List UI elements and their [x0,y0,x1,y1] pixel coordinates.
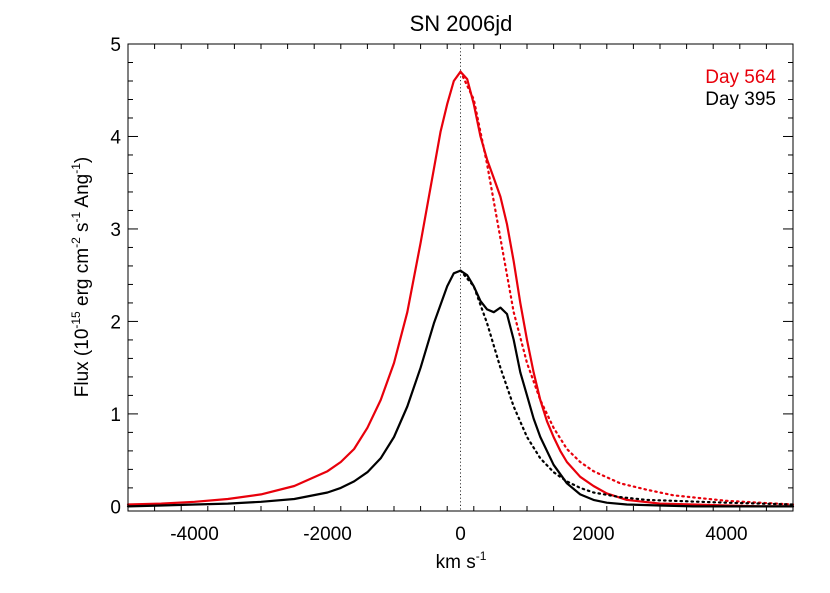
y-axis-label-exponent: -1 [69,211,83,222]
legend-entry: Day 395 [705,89,776,110]
y-axis-label-text: s [72,222,93,237]
y-axis-label-text: ) [72,157,93,163]
chart-title: SN 2006jd [410,11,513,36]
x-tick-label: 4000 [705,524,747,545]
y-axis-label: Flux (10-15 erg cm-2 s-1 Ang-1) [69,157,93,398]
x-tick-label: -4000 [170,524,219,545]
y-tick-label: 0 [110,497,121,518]
y-axis-label-text: Ang [72,174,93,212]
legend-entry: Day 564 [705,67,776,88]
x-tick-label: 0 [455,524,466,545]
series-line-day-564 [126,70,795,508]
y-tick-label: 3 [110,220,121,241]
y-axis-label-text: erg cm [72,248,93,311]
y-tick-label: 1 [110,405,121,426]
x-axis-label: km s-1 [436,549,487,573]
y-tick-label: 5 [110,35,121,56]
plot-area [126,44,795,511]
x-tick-label: -2000 [303,524,352,545]
x-axis-label-exponent: -1 [476,549,487,563]
y-axis-label-exponent: -1 [69,163,83,174]
series-line-day-395-symmetric-profile [459,269,795,506]
y-axis-label-exponent: -2 [69,237,83,248]
series-line-day-395 [126,269,795,508]
y-axis-label-exponent: -15 [69,311,83,329]
y-axis: 0 1 2 3 4 5 [110,35,793,518]
x-axis: -4000 -2000 0 2000 4000 [127,44,794,545]
x-tick-label: 2000 [572,524,614,545]
x-axis-label-base: km s [436,552,476,573]
y-tick-label: 2 [110,312,121,333]
series-line-day-564-symmetric-profile [459,70,795,506]
y-tick-label: 4 [110,127,121,148]
y-axis-label-text: Flux (10 [72,329,93,398]
plot-frame [127,43,794,512]
